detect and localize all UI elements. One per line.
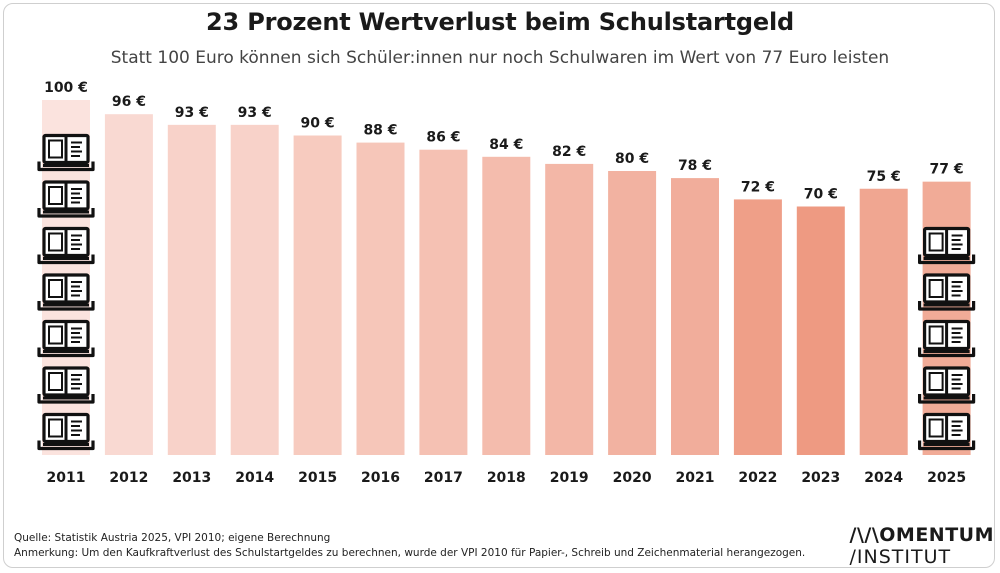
value-label-2019: 82 € [552,144,586,160]
x-tick-2019: 2019 [550,470,589,486]
x-tick-2021: 2021 [676,470,715,486]
value-label-2021: 78 € [678,158,712,174]
x-tick-2017: 2017 [424,470,463,486]
value-label-2022: 72 € [741,179,775,195]
chart-frame [3,3,995,568]
x-tick-2023: 2023 [801,470,840,486]
book-icon [917,273,976,311]
bar-2020 [608,171,657,455]
x-tick-2015: 2015 [298,470,337,486]
method-note: Anmerkung: Um den Kaufkraftverlust des S… [14,547,806,559]
chart-subtitle: Statt 100 Euro können sich Schüler:innen… [110,48,890,68]
value-label-2024: 75 € [867,169,901,185]
x-tick-2011: 2011 [47,470,86,486]
book-icon [37,226,95,265]
logo-line-1: /\/\OMENTUM [849,524,994,546]
bar-2016 [356,142,405,455]
x-tick-2020: 2020 [613,470,652,486]
chart-title: 23 Prozent Wertverlust beim Schulstartge… [206,8,794,36]
x-tick-2014: 2014 [235,470,274,486]
value-label-2012: 96 € [112,94,146,110]
book-icon [917,412,976,451]
x-tick-2022: 2022 [738,470,777,486]
x-tick-2024: 2024 [864,470,903,486]
value-label-2013: 93 € [175,105,209,121]
bar-2019 [545,163,594,455]
logo-line-2: /INSTITUT [849,546,952,568]
bar-2013 [167,124,216,455]
book-icon [917,319,976,358]
bar-2022 [733,199,782,455]
x-tick-2013: 2013 [172,470,211,486]
bar-2017 [419,149,468,455]
bar-2015 [293,135,342,455]
book-icon [37,412,95,451]
momentum-logo: /\/\OMENTUM /INSTITUT [850,524,995,568]
book-icon [917,366,976,404]
book-icon [37,273,95,311]
x-tick-2016: 2016 [361,470,400,486]
value-label-2011: 100 € [44,80,88,96]
source-note: Quelle: Statistik Austria 2025, VPI 2010… [14,532,331,544]
x-tick-2018: 2018 [487,470,526,486]
book-icon [37,180,95,218]
book-icon [37,133,95,172]
value-label-2018: 84 € [489,137,523,153]
x-tick-2012: 2012 [109,470,148,486]
x-tick-2025: 2025 [927,470,966,486]
value-label-2025: 77 € [930,162,964,178]
bar-2021 [671,178,719,455]
book-icon [917,226,976,265]
value-label-2016: 88 € [363,123,397,139]
bar-2024 [859,188,908,455]
value-label-2014: 93 € [238,105,272,121]
book-icon [37,319,95,358]
footnotes: Quelle: Statistik Austria 2025, VPI 2010… [14,531,805,561]
value-label-2015: 90 € [301,116,335,132]
value-label-2020: 80 € [615,151,649,167]
value-label-2017: 86 € [426,130,460,146]
bar-2012 [104,114,153,455]
book-icon [37,366,95,404]
bar-2023 [796,206,845,455]
bar-2018 [482,156,531,456]
value-label-2023: 70 € [804,187,838,203]
bar-2014 [230,124,279,455]
